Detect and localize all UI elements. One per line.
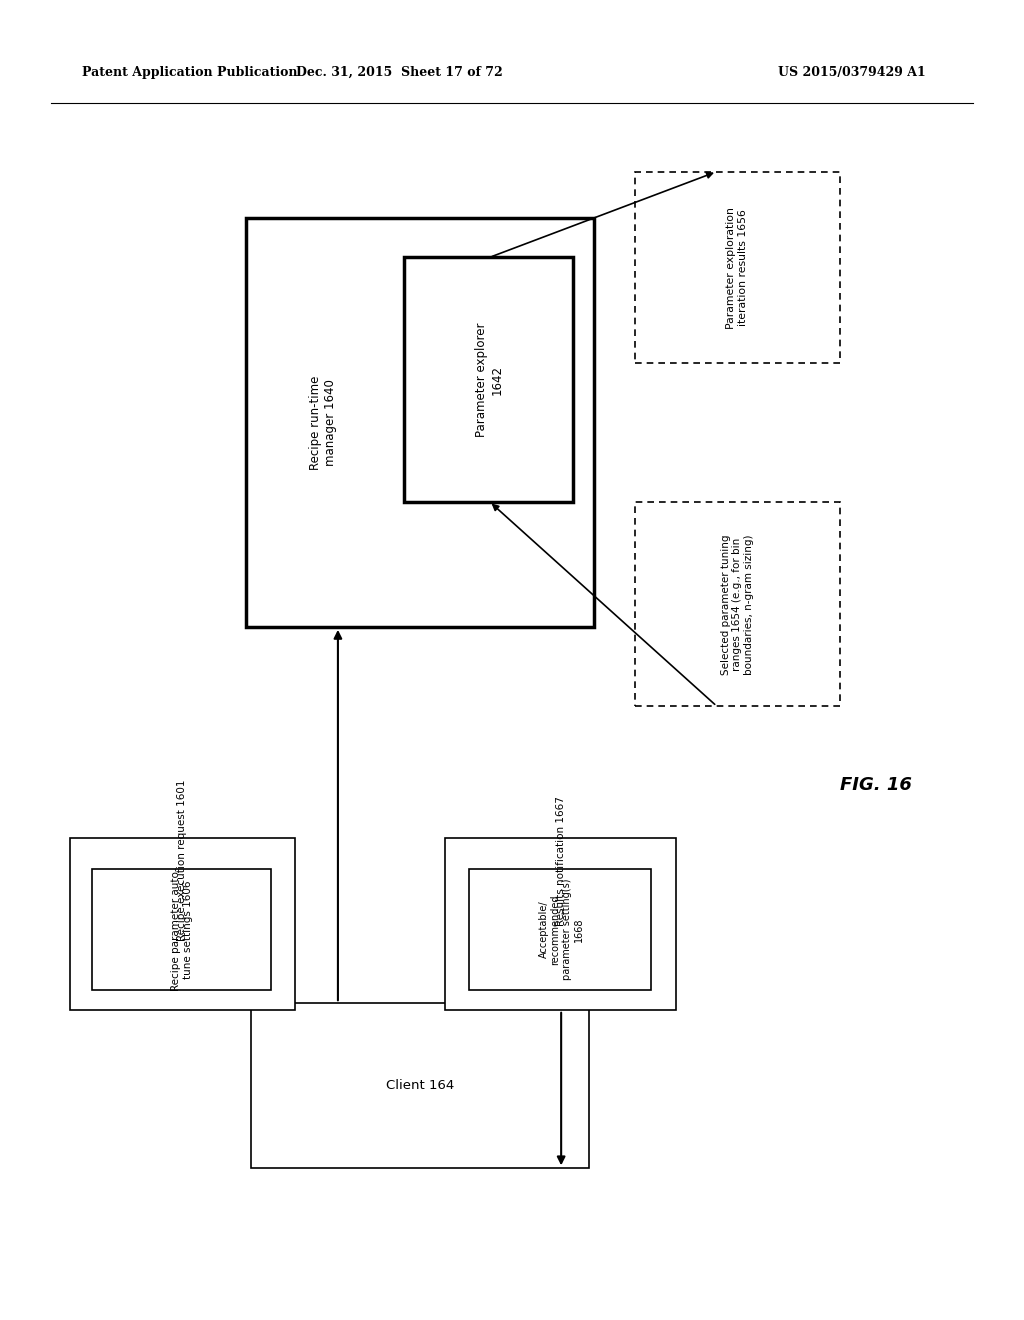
Text: Results notification 1667: Results notification 1667 (556, 796, 566, 925)
FancyBboxPatch shape (404, 257, 573, 502)
Text: US 2015/0379429 A1: US 2015/0379429 A1 (778, 66, 926, 79)
FancyBboxPatch shape (251, 1003, 589, 1168)
FancyBboxPatch shape (445, 838, 676, 1010)
Text: Selected parameter tuning
ranges 1654 (e.g., for bin
boundaries, n-gram sizing): Selected parameter tuning ranges 1654 (e… (721, 535, 754, 675)
FancyBboxPatch shape (635, 502, 840, 706)
Text: Parameter exploration
iteration results 1656: Parameter exploration iteration results … (726, 207, 749, 329)
FancyBboxPatch shape (469, 869, 651, 990)
Text: Patent Application Publication: Patent Application Publication (82, 66, 297, 79)
Text: FIG. 16: FIG. 16 (840, 776, 911, 795)
Text: Parameter explorer
1642: Parameter explorer 1642 (475, 323, 504, 437)
FancyBboxPatch shape (635, 172, 840, 363)
Text: Recipe execution request 1601: Recipe execution request 1601 (177, 780, 187, 941)
Text: Client 164: Client 164 (386, 1080, 454, 1092)
FancyBboxPatch shape (70, 838, 295, 1010)
Text: Recipe parameter auto-
tune settings 1606: Recipe parameter auto- tune settings 160… (171, 867, 194, 991)
Text: Dec. 31, 2015  Sheet 17 of 72: Dec. 31, 2015 Sheet 17 of 72 (296, 66, 503, 79)
FancyBboxPatch shape (246, 218, 594, 627)
FancyBboxPatch shape (92, 869, 271, 990)
Text: Recipe run-time
manager 1640: Recipe run-time manager 1640 (308, 375, 337, 470)
Text: Acceptable/
recommended
parameter setting(s)
1668: Acceptable/ recommended parameter settin… (539, 879, 584, 979)
